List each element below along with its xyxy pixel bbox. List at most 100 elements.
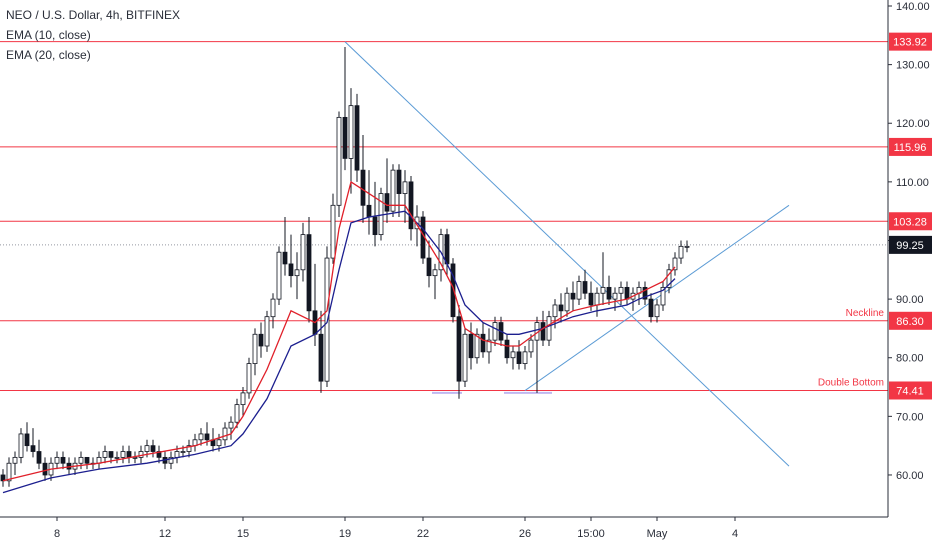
candle-bull (78, 456, 84, 464)
candle-bear (408, 181, 414, 230)
candle-bear (0, 474, 6, 482)
candle-bull (324, 257, 330, 382)
candle-bull (348, 105, 354, 159)
candle-bear (24, 433, 30, 447)
candle-bull (654, 304, 660, 318)
candle-bull (330, 204, 336, 259)
candle-bear (204, 433, 210, 441)
candle-bear (624, 286, 630, 300)
price-tick-label: 120.00 (896, 118, 930, 130)
time-tick-label: 22 (417, 528, 429, 540)
candle-bull (528, 339, 534, 353)
price-tick-label: 90.00 (896, 294, 924, 306)
chart-legend: NEO / U.S. Dollar, 4h, BITFINEX EMA (10,… (6, 5, 180, 65)
level-price-label: 86.30 (896, 316, 924, 328)
level-annotation: Double Bottom (818, 377, 884, 388)
candle-bear (504, 339, 510, 359)
candle-bear (354, 105, 360, 171)
candle-bear (366, 204, 372, 218)
candle-bear (306, 234, 312, 312)
candle-bull (294, 269, 300, 277)
trendlines (344, 41, 790, 467)
level-price-label-bg (889, 381, 932, 400)
ema20-legend[interactable]: EMA (20, close) (6, 48, 91, 62)
candle-bull (462, 333, 468, 382)
candle-bear (360, 169, 366, 206)
candle-bull (270, 298, 276, 318)
price-tick-label: 80.00 (896, 353, 924, 365)
candle-bear (456, 316, 462, 382)
candle-bear (558, 304, 564, 312)
candle-bull (198, 433, 204, 441)
candle-bull (120, 451, 126, 458)
axes: 140.00130.00120.00110.00100.0090.0080.00… (0, 0, 930, 540)
candle-bull (168, 456, 174, 464)
candle-bear (582, 281, 588, 294)
ema-lines (2, 180, 676, 494)
candle-bull (684, 245, 690, 248)
candle-bull (102, 451, 108, 458)
candle-bear (642, 286, 648, 300)
candle-bull (492, 322, 498, 341)
trendline (344, 41, 790, 467)
candle-bear (606, 286, 612, 300)
candle-bull (660, 286, 666, 306)
price-tick-label: 60.00 (896, 470, 924, 482)
candle-bull (522, 351, 528, 364)
time-tick-label: 26 (519, 528, 531, 540)
candle-bull (546, 316, 552, 341)
candle-bull (222, 427, 228, 441)
level-price-label: 133.92 (893, 37, 927, 49)
candle-bull (336, 116, 342, 206)
candle-bull (6, 462, 12, 482)
candle-bull (618, 286, 624, 294)
candle-bull (486, 339, 492, 353)
candle-bear (384, 193, 390, 212)
current-price-label: 99.25 (896, 240, 924, 252)
candle-bear (150, 445, 156, 452)
candle-bull (186, 445, 192, 452)
candle-bull (264, 316, 270, 347)
level-price-label: 115.96 (894, 142, 927, 154)
candle-bull (252, 333, 258, 364)
price-tick-label: 140.00 (896, 1, 930, 13)
ema10-line (2, 180, 676, 482)
candle-bear (588, 292, 594, 306)
candle-bear (30, 445, 36, 452)
level-price-label: 103.28 (893, 216, 927, 228)
current-price-label-bg (889, 235, 932, 254)
trendline (524, 204, 790, 391)
candle-bull (138, 451, 144, 458)
candle-bear (480, 333, 486, 353)
candle-bear (108, 451, 114, 458)
time-tick-label: May (647, 528, 668, 540)
candle-bull (678, 245, 684, 259)
candle-bear (468, 333, 474, 359)
candle-bull (114, 456, 120, 459)
symbol-title[interactable]: NEO / U.S. Dollar, 4h, BITFINEX (6, 8, 181, 22)
candle-bear (258, 333, 264, 347)
candle-bull (390, 169, 396, 212)
candle-bull (300, 234, 306, 271)
candle-bull (402, 181, 408, 194)
candle-bull (672, 257, 678, 271)
candle-bear (318, 333, 324, 382)
candle-bear (444, 234, 450, 265)
candle-bull (234, 404, 240, 423)
price-tick-label: 130.00 (896, 60, 930, 72)
candle-bull (552, 304, 558, 318)
time-tick-label: 12 (159, 528, 171, 540)
candle-bear (450, 263, 456, 318)
level-price-label-bg (889, 32, 932, 51)
candle-bull (174, 451, 180, 458)
ema10-legend[interactable]: EMA (10, close) (6, 28, 91, 42)
candle-bull (12, 456, 18, 464)
candle-bull (18, 433, 24, 458)
level-price-label-bg (889, 311, 932, 330)
horizontal-levels (0, 41, 888, 391)
candle-bear (42, 462, 48, 476)
candle-bear (372, 216, 378, 236)
candle-bull (564, 292, 570, 312)
candle-bull (612, 292, 618, 300)
